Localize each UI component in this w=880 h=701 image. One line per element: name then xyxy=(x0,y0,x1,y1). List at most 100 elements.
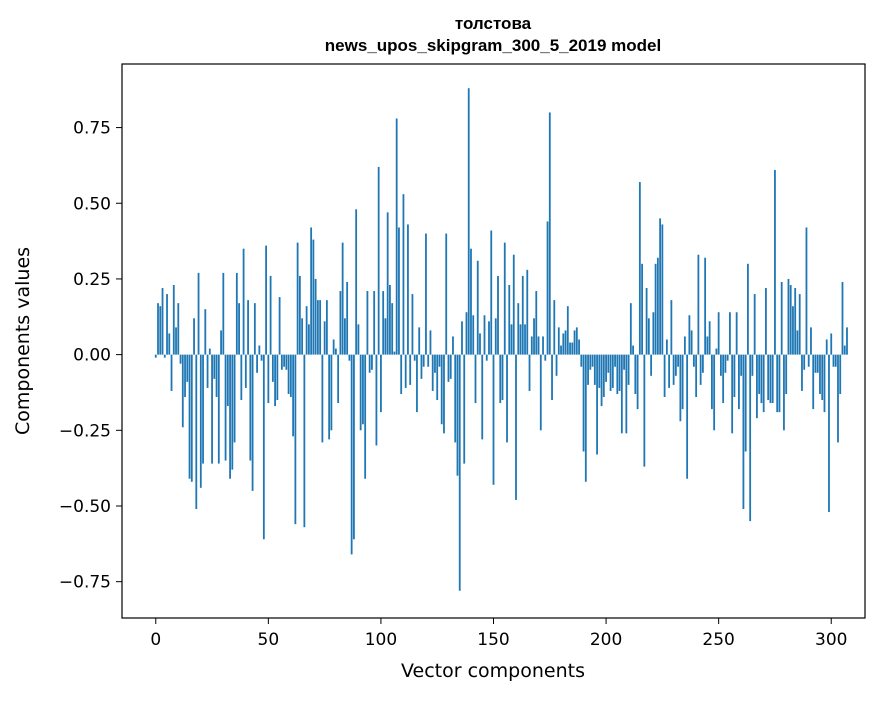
x-tick-label: 150 xyxy=(477,630,509,650)
bar-component-254 xyxy=(726,354,729,361)
bar-component-101 xyxy=(382,291,385,355)
bar-component-239 xyxy=(692,354,695,367)
bar-component-111 xyxy=(404,354,407,388)
bar-component-271 xyxy=(765,288,767,355)
bar-component-133 xyxy=(454,354,457,443)
bar-component-276 xyxy=(776,354,779,413)
bar-component-289 xyxy=(805,227,808,355)
bar-component-183 xyxy=(566,306,569,355)
bar-component-98 xyxy=(375,354,378,446)
bar-component-124 xyxy=(434,354,436,373)
bar-component-39 xyxy=(242,248,245,355)
bar-component-250 xyxy=(717,312,720,355)
bar-component-274 xyxy=(771,354,774,404)
bar-component-65 xyxy=(301,318,304,355)
bar-component-265 xyxy=(751,354,754,376)
bar-component-96 xyxy=(371,354,373,370)
bar-component-166 xyxy=(528,354,531,391)
bar-component-187 xyxy=(575,327,578,355)
bar-component-67 xyxy=(305,306,308,355)
bar-component-294 xyxy=(816,354,819,373)
bar-component-210 xyxy=(627,354,630,385)
bar-component-197 xyxy=(598,354,601,388)
bar-component-167 xyxy=(530,336,533,355)
y-tick-label: 0.50 xyxy=(73,194,111,214)
bar-component-114 xyxy=(411,294,414,355)
bar-component-277 xyxy=(778,354,781,413)
bar-component-178 xyxy=(555,354,558,376)
bar-component-3 xyxy=(161,288,164,355)
bar-component-105 xyxy=(391,303,394,355)
bar-component-46 xyxy=(258,345,261,355)
x-tick-label: 100 xyxy=(365,630,397,650)
bar-component-233 xyxy=(679,354,682,422)
bar-component-198 xyxy=(600,354,603,407)
bar-component-148 xyxy=(488,321,490,355)
bar-component-40 xyxy=(244,354,247,388)
bar-component-215 xyxy=(638,182,641,355)
bar-component-122 xyxy=(429,330,432,355)
bar-component-230 xyxy=(672,354,675,385)
bar-component-251 xyxy=(720,354,722,376)
bar-component-240 xyxy=(695,354,698,397)
bar-component-177 xyxy=(553,300,556,355)
bar-component-103 xyxy=(386,212,389,355)
bar-component-306 xyxy=(843,345,846,355)
bar-component-86 xyxy=(348,354,351,361)
bar-component-76 xyxy=(325,300,328,355)
bar-component-32 xyxy=(226,354,229,407)
bar-component-145 xyxy=(481,354,484,440)
bar-component-36 xyxy=(235,272,238,355)
bar-component-200 xyxy=(605,354,607,382)
bar-component-56 xyxy=(280,354,283,370)
bar-component-304 xyxy=(839,354,842,394)
bar-component-205 xyxy=(616,354,619,394)
bar-component-284 xyxy=(794,288,797,355)
bar-component-248 xyxy=(713,354,716,431)
bar-component-52 xyxy=(271,354,274,382)
bar-component-129 xyxy=(445,233,448,355)
bar-component-66 xyxy=(303,354,306,528)
bar-component-256 xyxy=(731,354,734,434)
bar-component-110 xyxy=(402,194,405,355)
bar-component-143 xyxy=(476,260,479,355)
bar-component-293 xyxy=(814,354,817,373)
bar-component-48 xyxy=(262,354,265,540)
bar-component-237 xyxy=(688,315,691,355)
bar-component-78 xyxy=(330,354,333,431)
bar-component-38 xyxy=(240,354,243,401)
bar-component-241 xyxy=(697,254,700,355)
bar-component-288 xyxy=(803,354,806,370)
bar-component-299 xyxy=(828,354,830,513)
bar-component-220 xyxy=(650,354,653,376)
bar-component-47 xyxy=(260,354,263,361)
bar-component-146 xyxy=(483,315,486,355)
bar-component-62 xyxy=(294,354,297,525)
bar-component-117 xyxy=(418,327,421,355)
bar-component-155 xyxy=(503,242,506,355)
bar-component-170 xyxy=(537,336,540,355)
bar-component-272 xyxy=(767,354,770,401)
bar-component-112 xyxy=(407,224,409,355)
bar-component-6 xyxy=(168,333,171,355)
bar-component-22 xyxy=(204,309,207,355)
chart-title: толстова xyxy=(455,14,532,33)
bar-component-108 xyxy=(398,227,400,355)
bar-component-296 xyxy=(821,354,824,401)
bar-component-190 xyxy=(582,354,585,452)
bar-component-13 xyxy=(184,354,186,397)
bars-group xyxy=(154,88,848,591)
bar-component-203 xyxy=(611,354,614,388)
bar-component-138 xyxy=(465,312,468,355)
bar-component-8 xyxy=(172,284,175,355)
bar-component-7 xyxy=(170,354,173,391)
bar-component-142 xyxy=(474,354,477,404)
bar-component-247 xyxy=(711,354,713,410)
bar-component-107 xyxy=(395,118,398,355)
bar-component-126 xyxy=(438,354,441,367)
bar-component-127 xyxy=(440,354,443,425)
y-axis-label: Components values xyxy=(12,247,34,435)
bar-component-268 xyxy=(758,354,761,394)
